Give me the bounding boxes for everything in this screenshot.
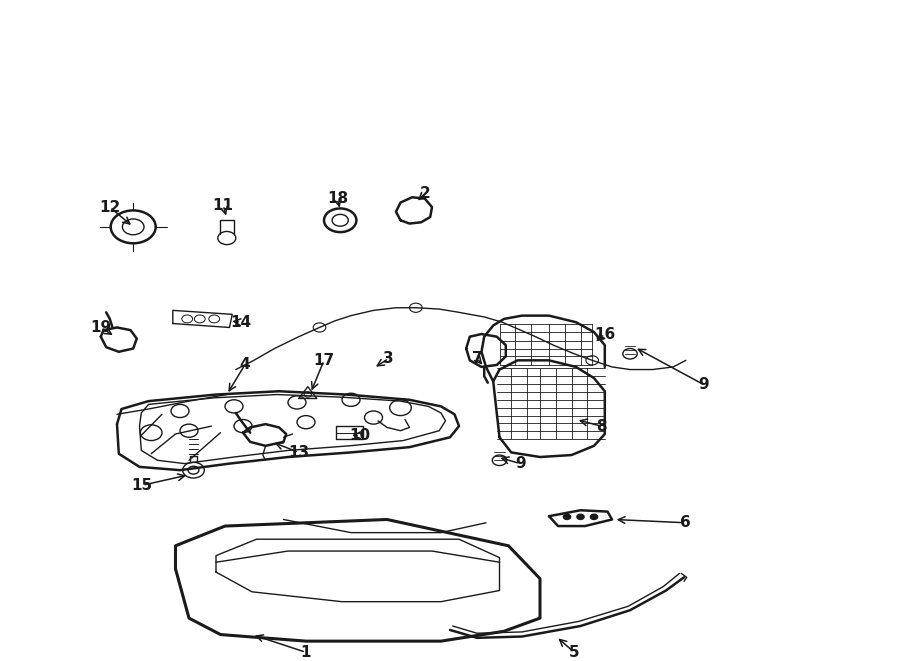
Text: 16: 16 xyxy=(594,327,616,342)
Text: 4: 4 xyxy=(239,358,250,372)
Circle shape xyxy=(577,514,584,520)
Text: 18: 18 xyxy=(327,191,348,206)
Text: 19: 19 xyxy=(90,320,112,335)
Text: 9: 9 xyxy=(698,377,709,392)
Text: 9: 9 xyxy=(515,456,526,471)
Circle shape xyxy=(563,514,571,520)
Text: 6: 6 xyxy=(680,516,691,530)
Text: 13: 13 xyxy=(288,445,310,460)
Text: 15: 15 xyxy=(131,478,153,493)
Text: 3: 3 xyxy=(383,351,394,366)
Text: 11: 11 xyxy=(212,198,234,213)
Text: 17: 17 xyxy=(313,353,335,368)
Text: 14: 14 xyxy=(230,315,252,330)
Text: 10: 10 xyxy=(349,428,371,443)
Text: 12: 12 xyxy=(99,200,121,215)
Text: 8: 8 xyxy=(596,418,607,434)
Text: 1: 1 xyxy=(301,645,311,660)
Text: 5: 5 xyxy=(569,645,580,660)
Text: 2: 2 xyxy=(419,186,430,202)
Text: 7: 7 xyxy=(472,351,482,366)
Circle shape xyxy=(590,514,598,520)
